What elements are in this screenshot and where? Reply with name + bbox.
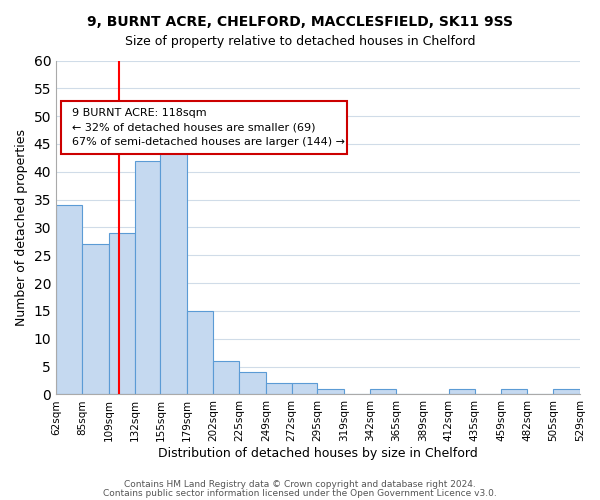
Y-axis label: Number of detached properties: Number of detached properties — [15, 129, 28, 326]
Bar — [317, 389, 344, 394]
Bar — [82, 244, 109, 394]
Bar — [370, 389, 396, 394]
Bar — [56, 205, 82, 394]
Text: Size of property relative to detached houses in Chelford: Size of property relative to detached ho… — [125, 35, 475, 48]
Bar — [109, 233, 134, 394]
Text: 9, BURNT ACRE, CHELFORD, MACCLESFIELD, SK11 9SS: 9, BURNT ACRE, CHELFORD, MACCLESFIELD, S… — [87, 15, 513, 29]
Bar — [502, 389, 527, 394]
Bar — [239, 372, 266, 394]
Bar — [449, 389, 475, 394]
Text: Contains public sector information licensed under the Open Government Licence v3: Contains public sector information licen… — [103, 488, 497, 498]
Bar — [187, 311, 213, 394]
Bar — [266, 384, 292, 394]
FancyBboxPatch shape — [61, 101, 347, 154]
Bar — [134, 160, 160, 394]
Text: Contains HM Land Registry data © Crown copyright and database right 2024.: Contains HM Land Registry data © Crown c… — [124, 480, 476, 489]
Text: 9 BURNT ACRE: 118sqm
← 32% of detached houses are smaller (69)
67% of semi-detac: 9 BURNT ACRE: 118sqm ← 32% of detached h… — [72, 108, 345, 148]
Bar — [213, 361, 239, 394]
X-axis label: Distribution of detached houses by size in Chelford: Distribution of detached houses by size … — [158, 447, 478, 460]
Bar — [553, 389, 580, 394]
Bar — [292, 384, 317, 394]
Bar — [160, 128, 187, 394]
